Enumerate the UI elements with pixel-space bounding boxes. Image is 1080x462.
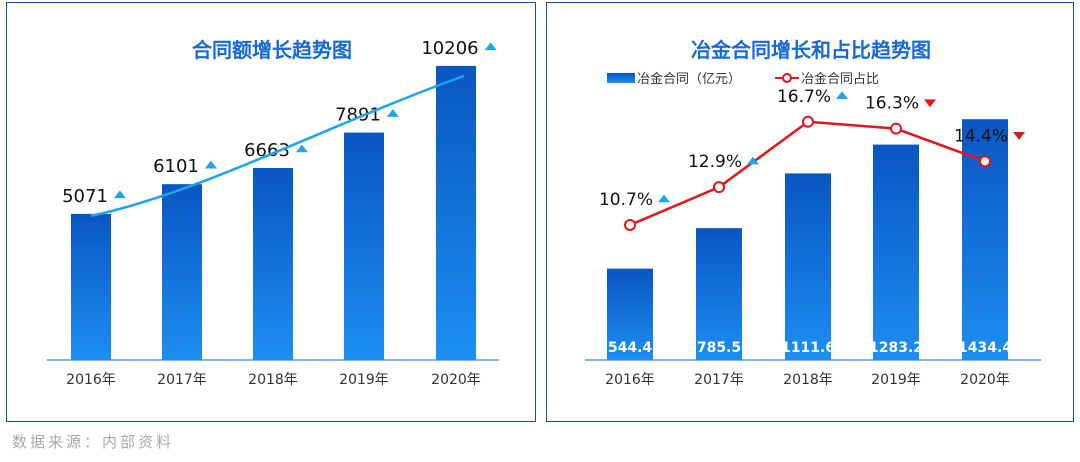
- data-label: 6663: [244, 140, 290, 161]
- data-label: 7891: [335, 105, 381, 126]
- legend-line-marker: [782, 73, 792, 83]
- trend-up-icon: [747, 156, 760, 165]
- trend-up-icon: [658, 194, 671, 203]
- data-label: 6101: [153, 156, 199, 177]
- trend-up-icon: [484, 42, 497, 51]
- ratio-point: [713, 181, 725, 194]
- data-source-footer: 数据来源：内部资料: [12, 433, 175, 451]
- ratio-point: [979, 155, 991, 168]
- x-tick-label: 2018年: [783, 372, 833, 388]
- x-tick-label: 2018年: [248, 372, 298, 388]
- bar-value-label: 1111.6: [781, 340, 835, 356]
- trend-down-icon: [1013, 132, 1026, 140]
- bar-value-label: 544.4: [608, 340, 653, 356]
- x-tick-label: 2020年: [960, 372, 1010, 388]
- legend-bar-label: 冶金合同（亿元）: [637, 71, 741, 87]
- bar: [344, 132, 384, 360]
- x-tick-label: 2019年: [339, 372, 389, 388]
- bar: [607, 268, 653, 360]
- trend-up-icon: [386, 109, 399, 117]
- bar: [436, 65, 476, 360]
- trend-up-icon: [836, 91, 849, 100]
- ratio-point: [890, 122, 902, 135]
- trend-up-icon: [295, 144, 308, 153]
- bar-value-label: 785.5: [697, 340, 741, 356]
- trendline: [90, 74, 465, 218]
- bar-value-label: 1434.4: [958, 340, 1012, 356]
- x-tick-label: 2017年: [694, 372, 744, 388]
- chart-title: 冶金合同增长和占比趋势图: [691, 38, 931, 62]
- data-label: 10206: [421, 38, 478, 59]
- ratio-label: 10.7%: [599, 190, 653, 210]
- bar: [71, 213, 111, 360]
- bar: [696, 228, 742, 360]
- metallurgy-contract-chart-panel: 冶金合同增长和占比趋势图冶金合同（亿元） 冶金合同占比 544.4 2016年 785.…: [546, 2, 1074, 422]
- contract-growth-chart: 合同额增长趋势图 5071 2016年 6101 2017年 6663 2018年 7891 2…: [47, 38, 499, 388]
- ratio-point: [624, 218, 636, 231]
- x-tick-label: 2016年: [66, 372, 116, 388]
- trend-up-icon: [113, 190, 126, 199]
- trend-down-icon: [924, 99, 937, 108]
- x-tick-label: 2017年: [157, 372, 207, 388]
- ratio-label: 16.3%: [865, 94, 919, 114]
- data-label: 5071: [62, 186, 108, 207]
- ratio-label: 12.9%: [688, 152, 742, 172]
- bar: [162, 184, 202, 360]
- ratio-label: 16.7%: [777, 87, 831, 107]
- x-tick-label: 2019年: [871, 372, 921, 388]
- bar: [253, 167, 293, 360]
- ratio-point: [802, 115, 814, 128]
- bar-value-label: 1283.2: [869, 340, 923, 356]
- x-tick-label: 2020年: [431, 372, 481, 388]
- legend-line-label: 冶金合同占比: [801, 71, 879, 87]
- x-tick-label: 2016年: [605, 372, 655, 388]
- legend-bar-swatch: [607, 73, 635, 83]
- ratio-label: 14.4%: [954, 126, 1008, 146]
- trend-up-icon: [204, 160, 217, 169]
- contract-growth-chart-panel: 合同额增长趋势图 5071 2016年 6101 2017年 6663 2018年 7891 2…: [6, 2, 536, 422]
- bar: [785, 173, 831, 360]
- bar: [873, 144, 919, 360]
- chart-title: 合同额增长趋势图: [192, 38, 352, 62]
